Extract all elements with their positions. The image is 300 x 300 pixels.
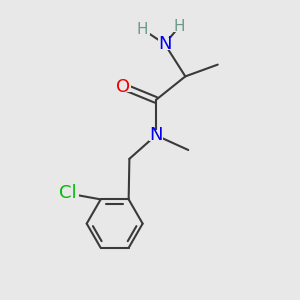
Bar bbox=[116, 81, 130, 92]
Text: O: O bbox=[116, 78, 130, 96]
Bar bbox=[149, 130, 163, 141]
Text: N: N bbox=[149, 126, 163, 144]
Text: H: H bbox=[137, 22, 148, 37]
Text: H: H bbox=[174, 19, 185, 34]
Bar bbox=[136, 24, 150, 35]
Bar bbox=[172, 21, 187, 32]
Text: N: N bbox=[158, 35, 172, 53]
Bar bbox=[57, 188, 80, 199]
Bar bbox=[158, 38, 172, 50]
Text: Cl: Cl bbox=[59, 184, 77, 202]
